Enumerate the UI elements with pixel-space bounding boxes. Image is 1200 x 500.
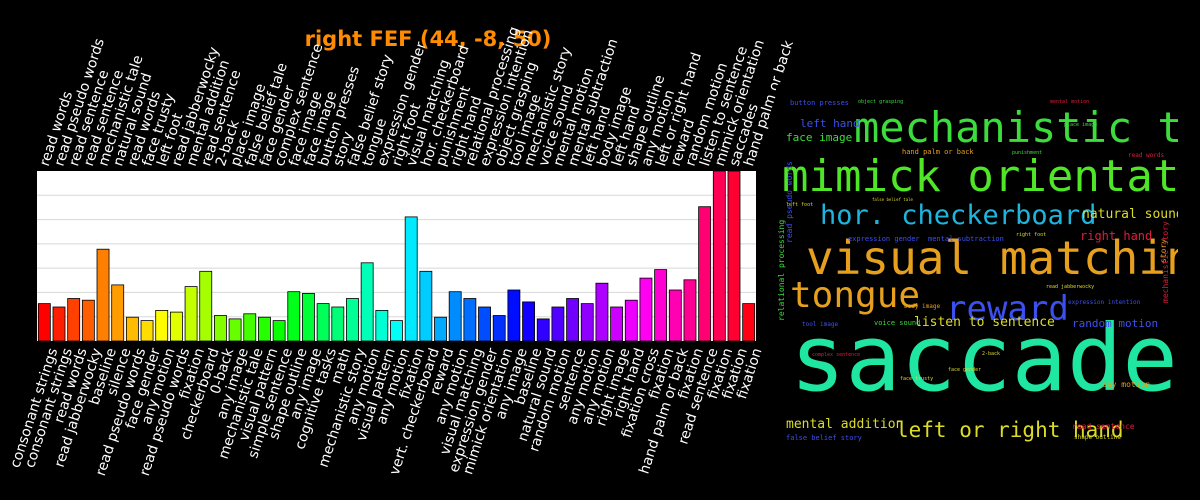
bar xyxy=(67,298,81,342)
bar xyxy=(140,320,154,342)
cloud-word: false belief tale xyxy=(872,197,913,202)
cloud-word: reward xyxy=(946,289,1069,329)
cloud-word: place image xyxy=(1064,122,1098,128)
bar xyxy=(492,315,506,342)
cloud-word: right hand xyxy=(1080,229,1153,243)
bar xyxy=(478,306,491,342)
cloud-word: mimick orientation xyxy=(782,151,1178,202)
cloud-word: visual matching xyxy=(806,231,1178,285)
bar xyxy=(213,315,227,342)
cloud-word: button presses xyxy=(790,99,850,107)
bar xyxy=(360,262,374,342)
cloud-word: hand palm or back xyxy=(902,148,974,156)
bar xyxy=(639,277,653,342)
bar xyxy=(507,289,521,342)
cloud-word: face trusty xyxy=(900,376,934,382)
bar xyxy=(683,279,697,342)
cloud-word: face gender xyxy=(948,367,982,373)
bar xyxy=(712,170,726,342)
cloud-word: hor. checkerboard xyxy=(820,200,1097,231)
bar xyxy=(595,282,609,342)
cloud-word: expression gender xyxy=(848,235,920,243)
bar xyxy=(580,303,594,342)
bar xyxy=(272,320,286,342)
bar xyxy=(434,316,447,342)
cloud-word: mental addition xyxy=(786,417,904,432)
bars xyxy=(37,170,756,342)
bar xyxy=(698,206,712,342)
cloud-word: face image xyxy=(786,131,853,144)
bar xyxy=(346,298,359,342)
cloud-word: left or right hand xyxy=(896,418,1124,442)
bar xyxy=(258,316,271,342)
cloud-word: left hand xyxy=(800,117,860,130)
bar xyxy=(287,291,301,342)
bar xyxy=(727,170,741,342)
cloud-word: any motion xyxy=(1102,380,1151,389)
chart-title: right FEF (44, -8, 50) xyxy=(305,27,552,51)
bar xyxy=(169,311,183,342)
bar xyxy=(668,289,682,342)
bar xyxy=(375,309,389,342)
bar xyxy=(37,303,51,342)
cloud-word: right foot xyxy=(1016,232,1047,238)
bar xyxy=(566,298,580,342)
bar xyxy=(316,303,330,342)
cloud-word: mechanistic tale xyxy=(854,103,1178,152)
bar xyxy=(81,299,95,342)
cloud-word: false belief story xyxy=(786,434,862,442)
cloud-word: tongue xyxy=(790,275,921,316)
cloud-word: expression intention xyxy=(1068,299,1141,306)
cloud-word: natural sound xyxy=(1082,207,1178,222)
cloud-word: saccades xyxy=(790,305,1178,412)
cloud-word: read jabberwocky xyxy=(1046,284,1095,290)
bar xyxy=(155,309,169,342)
bar xyxy=(551,306,565,342)
cloud-word: read pseudo words xyxy=(785,161,794,243)
bar xyxy=(331,306,345,342)
cloud-word: mental motion xyxy=(1050,99,1090,105)
bar xyxy=(522,301,535,342)
bar xyxy=(463,298,477,342)
cloud-word: complex sentence xyxy=(812,352,861,358)
cloud-word: punishment xyxy=(1012,150,1043,156)
bar xyxy=(228,318,242,342)
cloud-word: body image xyxy=(904,303,941,310)
bar xyxy=(111,284,125,342)
cloud-word: random motion xyxy=(1072,317,1159,330)
cloud-word: mental subtraction xyxy=(928,235,1004,243)
cloud-word: shape outline xyxy=(1074,434,1121,441)
bar xyxy=(404,216,418,342)
cloud-word: relational processing xyxy=(777,219,786,321)
cloud-word: voice sound xyxy=(874,319,921,327)
bar xyxy=(184,286,198,342)
bar xyxy=(199,270,213,342)
bar xyxy=(243,313,257,342)
bar xyxy=(52,306,66,342)
cloud-word: read words xyxy=(1128,152,1165,159)
word-cloud: saccades mechanistic talemimick orientati… xyxy=(776,85,1178,443)
bar xyxy=(419,270,433,342)
bar xyxy=(536,318,550,342)
bar xyxy=(96,248,110,342)
bar xyxy=(624,299,638,342)
cloud-word: left foot xyxy=(786,202,814,208)
bar xyxy=(654,269,668,342)
cloud-word: 2-back xyxy=(982,351,1001,357)
cloud-word: mechanistic story xyxy=(1161,221,1170,303)
bar xyxy=(742,303,756,342)
cloud-word: listen to sentence xyxy=(914,315,1055,330)
cloud-word: tool image xyxy=(802,321,839,328)
cloud-word: object grasping xyxy=(858,99,904,105)
bar xyxy=(610,306,624,342)
bar xyxy=(302,292,315,342)
bar xyxy=(390,320,403,342)
bar xyxy=(448,291,462,342)
bar xyxy=(125,316,139,342)
cloud-word: read sentence xyxy=(1072,422,1135,431)
